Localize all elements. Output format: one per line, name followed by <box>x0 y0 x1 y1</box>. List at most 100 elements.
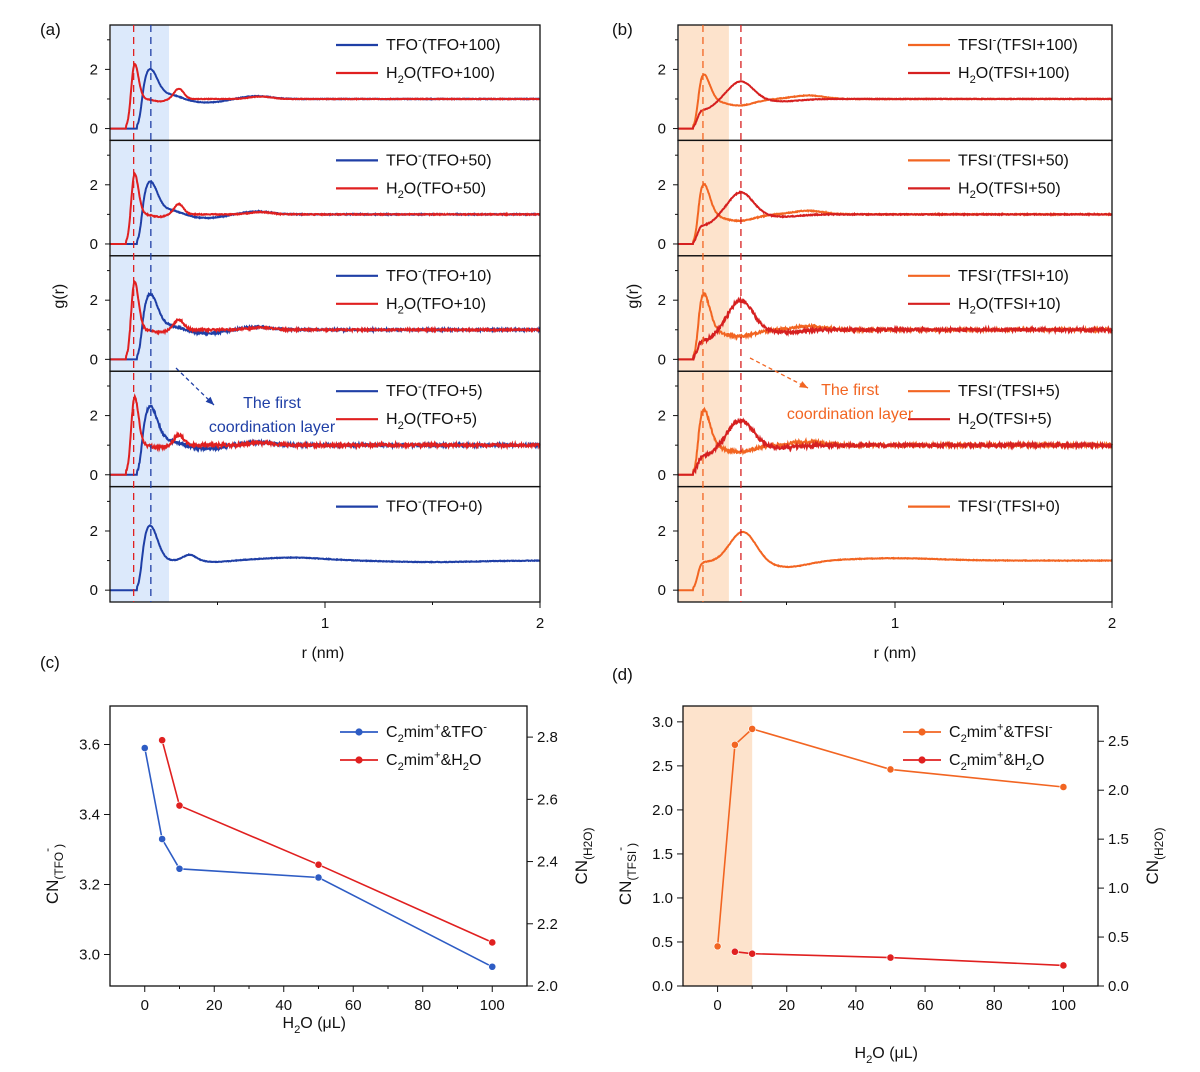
y-tick-label: 0 <box>90 121 98 138</box>
cn-data-point <box>488 938 497 947</box>
cn-data-point <box>488 962 497 971</box>
legend-label: TFSI-(TFSI+10) <box>958 265 1069 284</box>
y-tick-label: 2 <box>90 177 98 194</box>
y-tick-label: 0 <box>90 582 98 599</box>
x-tick-label: 2 <box>1108 615 1116 632</box>
x-tick-label: 80 <box>986 997 1003 1014</box>
rdf-series-line <box>678 190 1113 245</box>
rdf-series-line <box>110 393 541 476</box>
x-tick-label: 0 <box>713 997 721 1014</box>
y-tick-label: 0 <box>90 351 98 368</box>
cn-data-point <box>314 873 323 882</box>
y-left-tick-label: 0.5 <box>652 934 673 951</box>
legend-label: H2O(TFO+50) <box>386 180 486 201</box>
y-axis-title: g(r) <box>51 284 68 309</box>
annotation-text: coordination layer <box>787 406 914 423</box>
x-tick-label: 2 <box>536 615 544 632</box>
y-tick-label: 2 <box>658 292 666 309</box>
x-tick-label: 1 <box>891 615 899 632</box>
panel-label: (b) <box>612 20 633 39</box>
cn-series-line <box>161 739 493 944</box>
y-tick-label: 0 <box>658 467 666 484</box>
panel-b: (b)TFSI-(TFSI+100)H2O(TFSI+100)02TFSI-(T… <box>612 20 1116 662</box>
x-tick-label: 100 <box>480 997 505 1014</box>
cn-data-point <box>1059 961 1068 970</box>
x-tick-label: 20 <box>206 997 223 1014</box>
legend-label: TFO-(TFO+100) <box>386 35 500 54</box>
y-tick-label: 2 <box>658 523 666 540</box>
y-right-tick-label: 2.4 <box>537 854 558 871</box>
legend-label: H2O(TFSI+5) <box>958 411 1052 432</box>
y-left-tick-label: 1.5 <box>652 846 673 863</box>
y-left-axis-title: CN(TFSI-) <box>613 843 639 905</box>
x-axis-title: H2O (μL) <box>283 1015 346 1036</box>
y-tick-label: 2 <box>658 177 666 194</box>
x-tick-label: 60 <box>917 997 934 1014</box>
y-tick-label: 2 <box>90 292 98 309</box>
plot-frame <box>109 705 528 987</box>
legend-label: TFO-(TFO+50) <box>386 150 492 169</box>
y-left-tick-label: 3.4 <box>79 807 100 824</box>
y-tick-label: 0 <box>658 121 666 138</box>
cn-series-line <box>144 747 493 968</box>
y-right-axis-title: CN(H2O) <box>1143 827 1166 884</box>
legend-label: TFO-(TFO+10) <box>386 265 492 284</box>
x-tick-label: 0 <box>141 997 149 1014</box>
y-tick-label: 0 <box>658 236 666 253</box>
x-tick-label: 40 <box>275 997 292 1014</box>
y-right-tick-label: 2.6 <box>537 791 558 808</box>
y-tick-label: 2 <box>90 523 98 540</box>
legend-label: H2O(TFSI+10) <box>958 296 1061 317</box>
annotation-text: coordination layer <box>209 419 336 436</box>
legend-marker <box>355 756 363 764</box>
y-right-tick-label: 2.0 <box>1108 782 1129 799</box>
x-axis-title: r (nm) <box>874 645 917 662</box>
y-right-tick-label: 1.0 <box>1108 880 1129 897</box>
x-tick-label: 20 <box>778 997 795 1014</box>
first-coordination-shade <box>679 25 729 602</box>
cn-data-point <box>748 949 757 958</box>
y-right-tick-label: 2.0 <box>537 978 558 995</box>
cn-data-point <box>748 724 757 733</box>
cn-data-point <box>886 953 895 962</box>
rdf-series-line <box>678 530 1113 592</box>
legend-marker <box>918 756 926 764</box>
cn-data-point <box>1059 783 1068 791</box>
annotation-arrow <box>175 367 215 406</box>
y-left-axis-title: CN(TFO-) <box>40 844 66 904</box>
legend-label: H2O(TFSI+100) <box>958 65 1070 86</box>
legend-label: C2mim+&H2O <box>949 750 1044 773</box>
y-right-tick-label: 1.5 <box>1108 831 1129 848</box>
cn-data-point <box>886 765 895 774</box>
subplot-2: TFO-(TFO+10) H2O(TFO+10) 0 2 <box>90 255 541 372</box>
legend-marker <box>918 728 926 736</box>
y-axis-title: g(r) <box>625 284 642 309</box>
annotation-text: The first <box>243 395 301 412</box>
cn-data-point <box>730 740 739 749</box>
panel-label: (c) <box>40 653 60 672</box>
legend-label: H2O(TFSI+50) <box>958 180 1061 201</box>
legend-label: H2O(TFO+10) <box>386 296 486 317</box>
y-left-tick-label: 2.5 <box>652 758 673 775</box>
y-tick-label: 0 <box>90 467 98 484</box>
x-tick-label: 80 <box>414 997 431 1014</box>
subplot-3: TFO-(TFO+5) H2O(TFO+5) 0 2 <box>90 370 541 488</box>
panel-c: (c) C2mim+&TFO- C2mim+&H2O 0 20 40 60 80 100 3.0 3… <box>40 653 595 1036</box>
subplot-1: TFSI-(TFSI+50) H2O(TFSI+50) 0 2 <box>658 139 1113 257</box>
subplot-1: TFO-(TFO+50) H2O(TFO+50) 0 2 <box>90 139 541 257</box>
y-right-tick-label: 2.2 <box>537 916 558 933</box>
cn-data-point <box>730 947 739 956</box>
cn-data-point <box>713 942 722 951</box>
y-left-tick-label: 2.0 <box>652 802 673 819</box>
x-tick-label: 100 <box>1051 997 1076 1014</box>
y-left-tick-label: 3.0 <box>652 714 673 731</box>
legend-label: C2mim+&TFSI- <box>949 722 1053 745</box>
panel-label: (a) <box>40 20 61 39</box>
rdf-series-line <box>110 524 541 592</box>
panel-label: (d) <box>612 665 633 684</box>
y-tick-label: 2 <box>90 408 98 425</box>
panel-d: (d) C2mim+&TFSI- C2mim+&H2O 0 20 40 60 80 100 0.0… <box>612 665 1166 1066</box>
rdf-series-line <box>110 62 540 130</box>
cn-series-line <box>734 950 1064 967</box>
